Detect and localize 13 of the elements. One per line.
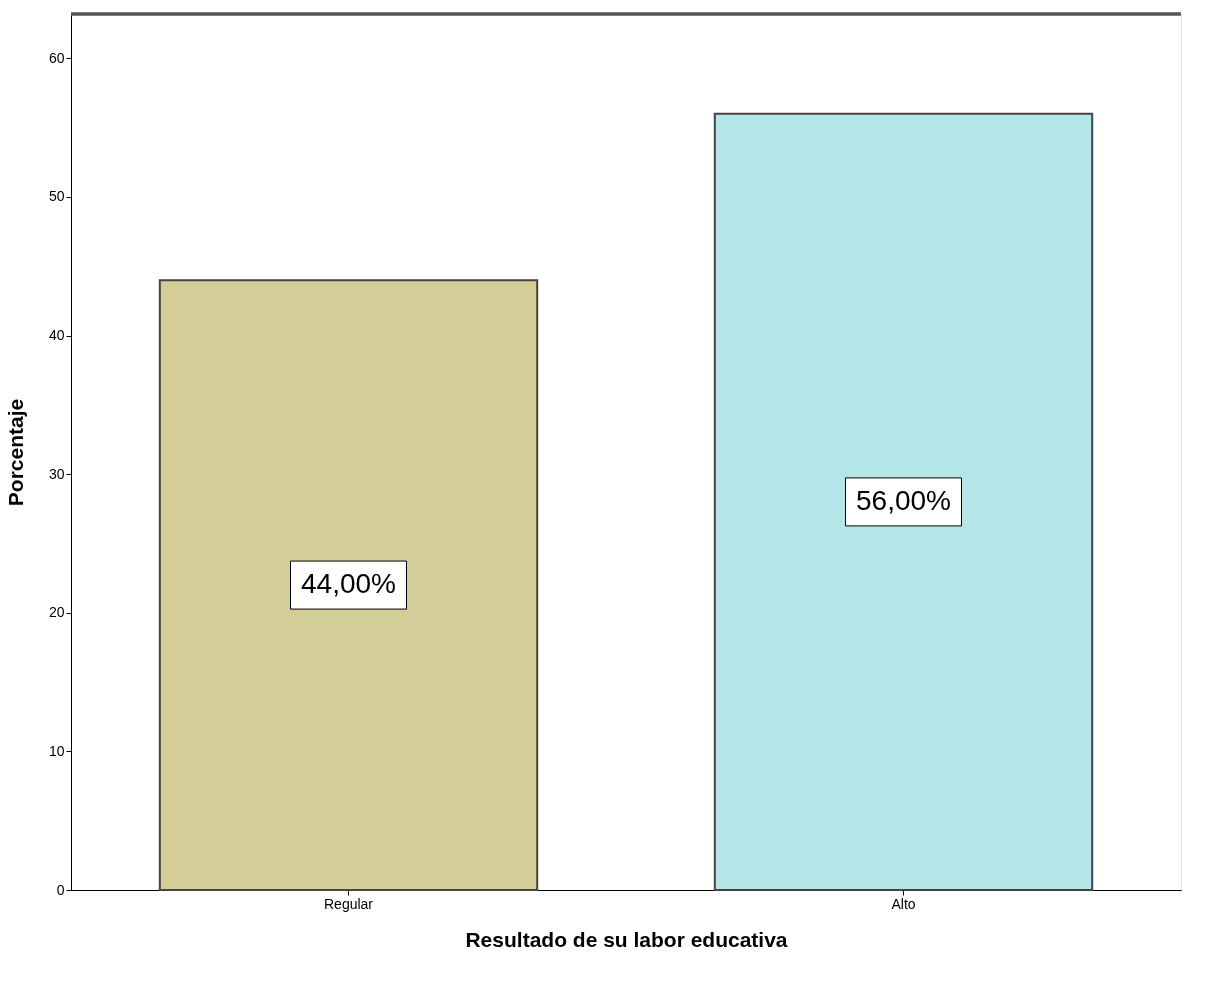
data-label: 44,00% [301,568,396,600]
y-tick-label: 40 [48,327,65,344]
y-tick-label: 10 [48,742,65,759]
x-tick-label: Regular [323,895,374,912]
x-tick-label: Alto [891,895,916,912]
y-tick-label: 50 [48,188,65,205]
y-tick-label: 30 [48,465,65,482]
y-tick-label: 60 [48,49,65,66]
y-axis-title: Porcentaje [3,398,27,507]
y-tick-label: 20 [48,604,65,621]
y-tick-label: 0 [56,881,65,898]
data-label: 56,00% [856,484,951,516]
x-axis-title: Resultado de su labor educativa [465,927,788,951]
